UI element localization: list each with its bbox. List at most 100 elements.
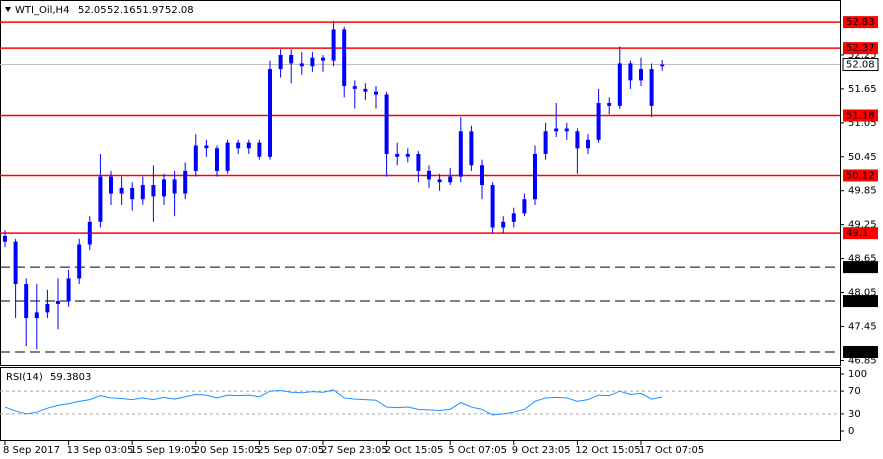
candle-body <box>522 199 527 214</box>
candle-body <box>628 63 633 81</box>
candle-body <box>66 278 71 302</box>
candle-body <box>119 187 124 194</box>
candle-body <box>310 57 315 67</box>
y-tick-label: 49.85 <box>848 186 877 197</box>
candle-body <box>607 103 612 106</box>
candle-body <box>34 312 39 319</box>
candle-body <box>246 142 251 149</box>
header-low: 51.97 <box>136 5 165 16</box>
y-tick-label: 50.45 <box>848 152 877 163</box>
candle-body <box>660 64 665 67</box>
candle-body <box>596 103 601 140</box>
level-label-box <box>843 169 878 182</box>
x-tick-label: 12 Oct 15:05 <box>575 445 640 456</box>
candle-body <box>162 179 166 197</box>
candle-body <box>384 94 389 154</box>
current-price-label: 52.08 <box>846 60 875 71</box>
candle-body <box>172 179 177 194</box>
rsi-y-tick-label: 100 <box>848 369 867 380</box>
candle-body <box>204 145 209 149</box>
x-tick-label: 5 Oct 07:05 <box>448 445 507 456</box>
level-label-box <box>843 261 878 274</box>
rsi-value: 59.3803 <box>50 372 91 383</box>
header-open: 52.05 <box>78 5 107 16</box>
candle-body <box>543 131 548 154</box>
rsi-y-tick-label: 30 <box>848 409 861 420</box>
x-tick-label: 13 Sep 03:05 <box>67 445 134 456</box>
candle-body <box>236 142 241 149</box>
candle-body <box>289 54 294 64</box>
candle-body <box>448 176 453 183</box>
level-label: 47 <box>846 347 859 358</box>
candle-body <box>352 86 357 89</box>
y-tick-label: 51.05 <box>848 118 877 129</box>
candle-body <box>278 54 283 70</box>
candle-body <box>480 165 484 186</box>
x-tick-label: 9 Oct 23:05 <box>512 445 571 456</box>
level-label-box <box>843 109 878 122</box>
candle-body <box>501 221 506 228</box>
price-panel-frame <box>0 0 841 366</box>
candle-body <box>140 185 145 200</box>
y-tick-label: 51.65 <box>848 84 877 95</box>
level-label: 47.9 <box>846 296 868 307</box>
candle-body <box>257 142 262 157</box>
symbol-title: WTI_Oil,H4 <box>15 5 69 16</box>
candle-body <box>183 170 188 194</box>
x-tick-label: 25 Sep 07:05 <box>257 445 324 456</box>
candle-body <box>225 142 230 171</box>
candle-body <box>416 153 421 171</box>
candle-body <box>617 63 622 106</box>
candle-body <box>299 63 304 67</box>
y-tick-label: 48.05 <box>848 288 877 299</box>
candle-body <box>98 176 103 222</box>
y-tick-label: 46.85 <box>848 355 877 366</box>
rsi-panel-frame <box>0 367 841 441</box>
candle-body <box>564 128 569 132</box>
candle-body <box>24 284 29 319</box>
candle-body <box>342 29 347 87</box>
level-label: 51.18 <box>846 110 875 121</box>
menu-triangle <box>5 7 11 12</box>
candle-body <box>130 187 135 200</box>
candle-body <box>151 185 156 197</box>
level-label-box <box>843 16 878 29</box>
candle-body <box>649 69 654 106</box>
candle-body <box>268 69 272 157</box>
candle-body <box>458 131 463 177</box>
candle-body <box>215 148 219 171</box>
rsi-title: RSI(14) <box>6 372 43 383</box>
candle-body <box>469 131 474 166</box>
rsi-y-tick-label: 70 <box>848 386 861 397</box>
candle-body <box>87 221 92 245</box>
candle-body <box>45 303 50 313</box>
candle-body <box>437 179 442 183</box>
level-label-box <box>843 345 878 358</box>
x-tick-label: 27 Sep 23:05 <box>321 445 388 456</box>
header-close: 52.08 <box>165 5 194 16</box>
candle-body <box>321 57 325 61</box>
y-tick-label: 49.25 <box>848 220 877 231</box>
current-price-box <box>842 58 879 72</box>
candle-body <box>13 241 18 285</box>
candle-body <box>511 213 516 222</box>
candle-body <box>374 91 378 95</box>
candle-body <box>77 244 82 279</box>
y-tick-label: 52.25 <box>848 50 877 61</box>
rsi-y-tick-label: 0 <box>848 426 854 437</box>
x-tick-label: 15 Sep 19:05 <box>130 445 197 456</box>
x-tick-label: 17 Oct 07:05 <box>639 445 704 456</box>
x-tick-label: 2 Oct 15:05 <box>385 445 444 456</box>
level-label-box <box>843 42 878 55</box>
candle-body <box>554 128 559 132</box>
level-label-box <box>843 227 878 240</box>
candle-body <box>427 170 431 180</box>
level-label: 52.83 <box>846 17 875 28</box>
candle-body <box>56 301 60 304</box>
level-label: 49.1 <box>846 228 868 239</box>
x-tick-label: 20 Sep 15:05 <box>194 445 261 456</box>
rsi-line <box>4 389 663 416</box>
candle-body <box>586 139 590 149</box>
